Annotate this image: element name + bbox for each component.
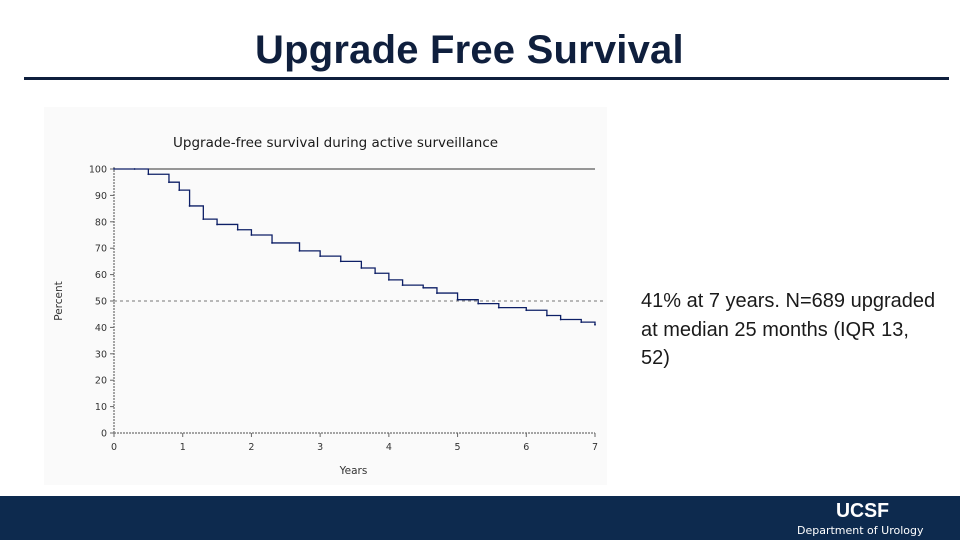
x-axis-label: Years	[339, 465, 368, 477]
survival-point	[546, 314, 548, 317]
y-tick-label: 50	[95, 297, 107, 308]
y-axis-label: Percent	[53, 281, 65, 321]
y-tick-label: 100	[89, 165, 107, 176]
survival-point	[339, 260, 342, 263]
x-tick-label: 2	[248, 442, 254, 453]
y-tick-label: 70	[95, 244, 107, 255]
x-tick-label: 0	[111, 442, 117, 453]
x-tick-label: 3	[317, 442, 323, 453]
survival-point	[147, 173, 150, 176]
survival-chart: Upgrade-free survival during active surv…	[44, 107, 607, 485]
survival-point	[188, 205, 191, 207]
survival-point	[319, 255, 322, 258]
ucsf-logo-text: UCSF	[836, 500, 889, 522]
survival-point	[594, 323, 596, 326]
survival-point	[298, 249, 301, 252]
y-tick-label: 20	[95, 376, 107, 387]
x-tick-label: 5	[455, 442, 461, 453]
survival-point	[216, 223, 218, 226]
survival-point	[456, 298, 459, 301]
survival-point	[374, 272, 377, 275]
survival-point	[436, 292, 438, 294]
survival-point	[525, 309, 528, 312]
survival-point	[497, 306, 500, 309]
chart-title: Upgrade-free survival during active surv…	[173, 135, 498, 151]
y-tick-label: 0	[101, 429, 107, 440]
ucsf-logo: UCSF	[836, 500, 889, 522]
survival-point	[559, 318, 562, 321]
x-tick-label: 6	[523, 442, 529, 453]
y-tick-label: 10	[95, 402, 107, 413]
survival-annotation: 41% at 7 years. N=689 upgraded at median…	[641, 290, 936, 369]
department-label: Department of Urology	[797, 524, 924, 537]
survival-point	[250, 234, 253, 236]
y-tick-label: 40	[95, 323, 107, 334]
survival-point	[580, 321, 583, 324]
survival-point	[360, 267, 363, 269]
chart-canvas: Upgrade-free survival during active surv…	[53, 135, 605, 477]
y-tick-label: 80	[95, 217, 107, 228]
slide-title: Upgrade Free Survival	[255, 28, 684, 72]
survival-point	[401, 284, 404, 287]
survival-point	[477, 302, 480, 305]
y-tick-label: 30	[95, 349, 107, 360]
survival-point	[168, 181, 170, 184]
survival-point	[422, 286, 425, 289]
survival-point	[236, 228, 239, 231]
survival-point	[387, 278, 390, 281]
footer-bar	[0, 496, 960, 540]
survival-point	[202, 218, 205, 221]
survival-curve	[114, 168, 596, 325]
survival-point	[133, 168, 136, 170]
x-tick-label: 1	[180, 442, 186, 453]
survival-point	[113, 168, 115, 170]
x-tick-label: 4	[386, 442, 392, 453]
survival-point	[178, 189, 181, 192]
x-tick-label: 7	[592, 442, 598, 453]
y-tick-label: 60	[95, 270, 107, 281]
title-divider	[24, 77, 949, 80]
survival-point	[271, 242, 273, 244]
y-tick-label: 90	[95, 191, 107, 202]
